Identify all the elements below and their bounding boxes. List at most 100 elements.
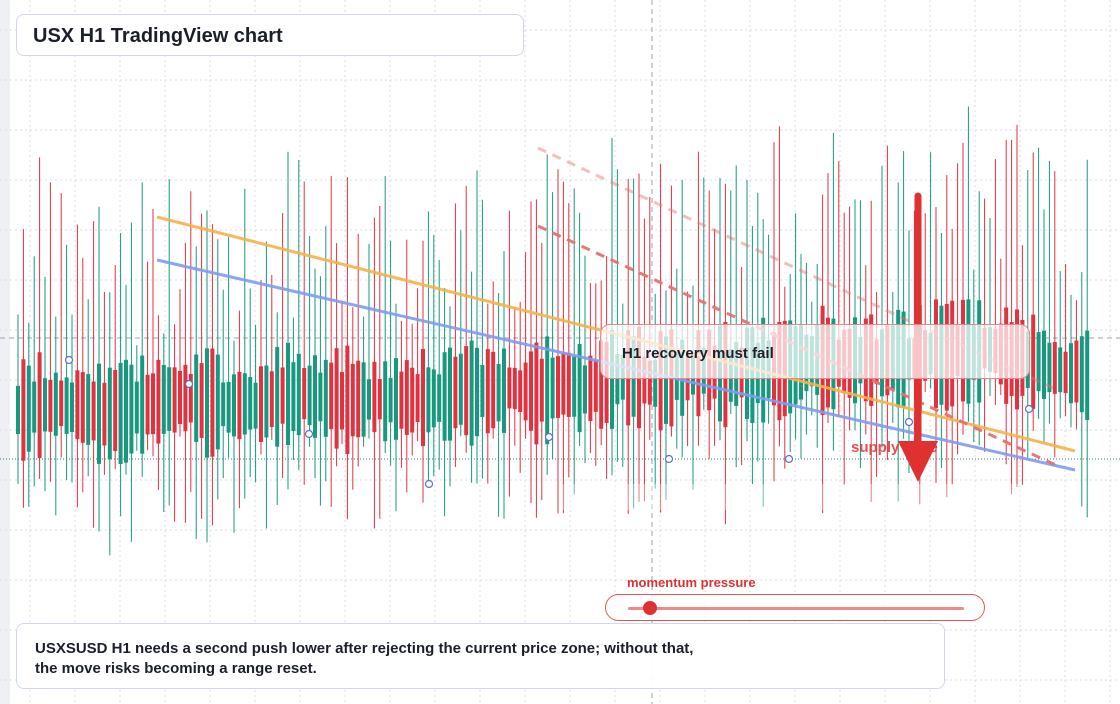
candle-body <box>550 357 555 419</box>
candle-body <box>334 348 339 449</box>
candle-body <box>1079 336 1084 413</box>
candle-body <box>421 348 425 447</box>
candle-body <box>232 374 236 437</box>
candle-body <box>599 340 604 429</box>
supply-zone <box>560 484 1030 510</box>
candle-body <box>280 367 285 424</box>
candle-body <box>480 365 485 417</box>
candle-body <box>469 340 474 446</box>
candle-body <box>32 381 37 433</box>
candle-body <box>518 370 523 412</box>
candle-body <box>437 374 442 422</box>
candle-body <box>415 374 420 422</box>
candle-body <box>75 370 80 440</box>
left-gutter <box>0 0 10 704</box>
candle-body <box>318 372 323 422</box>
candle-body <box>151 373 155 435</box>
candle-body <box>653 359 658 407</box>
trendline-node <box>184 379 194 389</box>
candle-body <box>59 380 64 427</box>
candle-body <box>172 367 177 433</box>
candle-body <box>340 372 344 430</box>
candle-body <box>512 367 517 410</box>
candle-body <box>529 351 533 431</box>
candle-body <box>1069 343 1073 404</box>
candle-body <box>302 367 307 420</box>
candle-body <box>615 353 620 405</box>
momentum-track-line <box>628 607 964 610</box>
candle-body <box>237 371 242 440</box>
candle-body <box>129 364 134 454</box>
down-arrow-head <box>898 441 938 482</box>
candle-body <box>210 348 215 457</box>
candle-body <box>43 378 47 432</box>
candle-body <box>566 352 571 417</box>
candle-body <box>80 372 85 443</box>
candle-body <box>593 360 598 412</box>
candle-body <box>26 365 31 452</box>
candle-body <box>442 352 447 441</box>
candle-body <box>1085 330 1090 421</box>
candle-body <box>610 330 614 429</box>
candle-body <box>372 361 377 433</box>
candle-body <box>70 382 74 432</box>
candle-body <box>361 362 366 437</box>
momentum-slider[interactable] <box>605 594 985 621</box>
candle-body <box>604 341 609 423</box>
momentum-knob[interactable] <box>643 601 657 615</box>
candle-body <box>167 367 172 431</box>
chart-title-box: USX H1 TradingView chart <box>16 14 524 56</box>
candle-body <box>399 371 404 429</box>
candle-body <box>286 342 290 445</box>
candle-body <box>647 360 652 405</box>
analysis-note: USXSUSD H1 needs a second push lower aft… <box>16 623 945 689</box>
candle-body <box>491 351 496 429</box>
candle-body <box>464 346 469 436</box>
candle-body <box>507 367 512 409</box>
trendline-node <box>904 417 914 427</box>
candle-body <box>53 372 58 436</box>
candle-body <box>1074 340 1079 403</box>
candle-body <box>188 373 193 423</box>
candle-body <box>226 381 231 433</box>
candle-body <box>21 359 26 461</box>
candle-body <box>37 352 42 459</box>
candle-body <box>259 366 263 442</box>
candle-body <box>658 331 663 431</box>
candle-body <box>453 356 458 429</box>
candle-body <box>64 377 69 434</box>
candle-body <box>183 364 188 432</box>
candle-body <box>523 362 528 421</box>
candle-body <box>275 347 280 447</box>
candle-body <box>458 353 463 425</box>
trendline-node <box>64 355 74 365</box>
candle-body <box>91 381 96 441</box>
candle-body <box>502 348 506 433</box>
trendline-node <box>424 479 434 489</box>
candle-body <box>145 374 150 435</box>
candle-body <box>1058 347 1063 393</box>
candle-body <box>356 360 361 438</box>
candle-body <box>269 371 274 427</box>
trendline-node <box>784 454 794 464</box>
momentum-label: momentum pressure <box>627 575 756 590</box>
candle-body <box>107 367 112 460</box>
candle-body <box>221 382 226 427</box>
candle-body <box>545 336 550 445</box>
candle-body <box>264 365 269 438</box>
candle-body <box>199 363 204 438</box>
candle-body <box>664 336 668 424</box>
candle-body <box>86 374 91 445</box>
candle-body <box>329 362 334 430</box>
candle-body <box>16 385 20 434</box>
candle-body <box>161 364 166 434</box>
trendline-node <box>304 429 314 439</box>
candle-body <box>1052 342 1057 394</box>
candle-body <box>178 370 182 424</box>
candle-body <box>534 342 539 445</box>
candle-body <box>539 358 544 422</box>
candle-body <box>118 362 123 464</box>
chart-overlays <box>64 146 1076 510</box>
candle-body <box>215 354 220 450</box>
candle-body <box>345 345 350 455</box>
